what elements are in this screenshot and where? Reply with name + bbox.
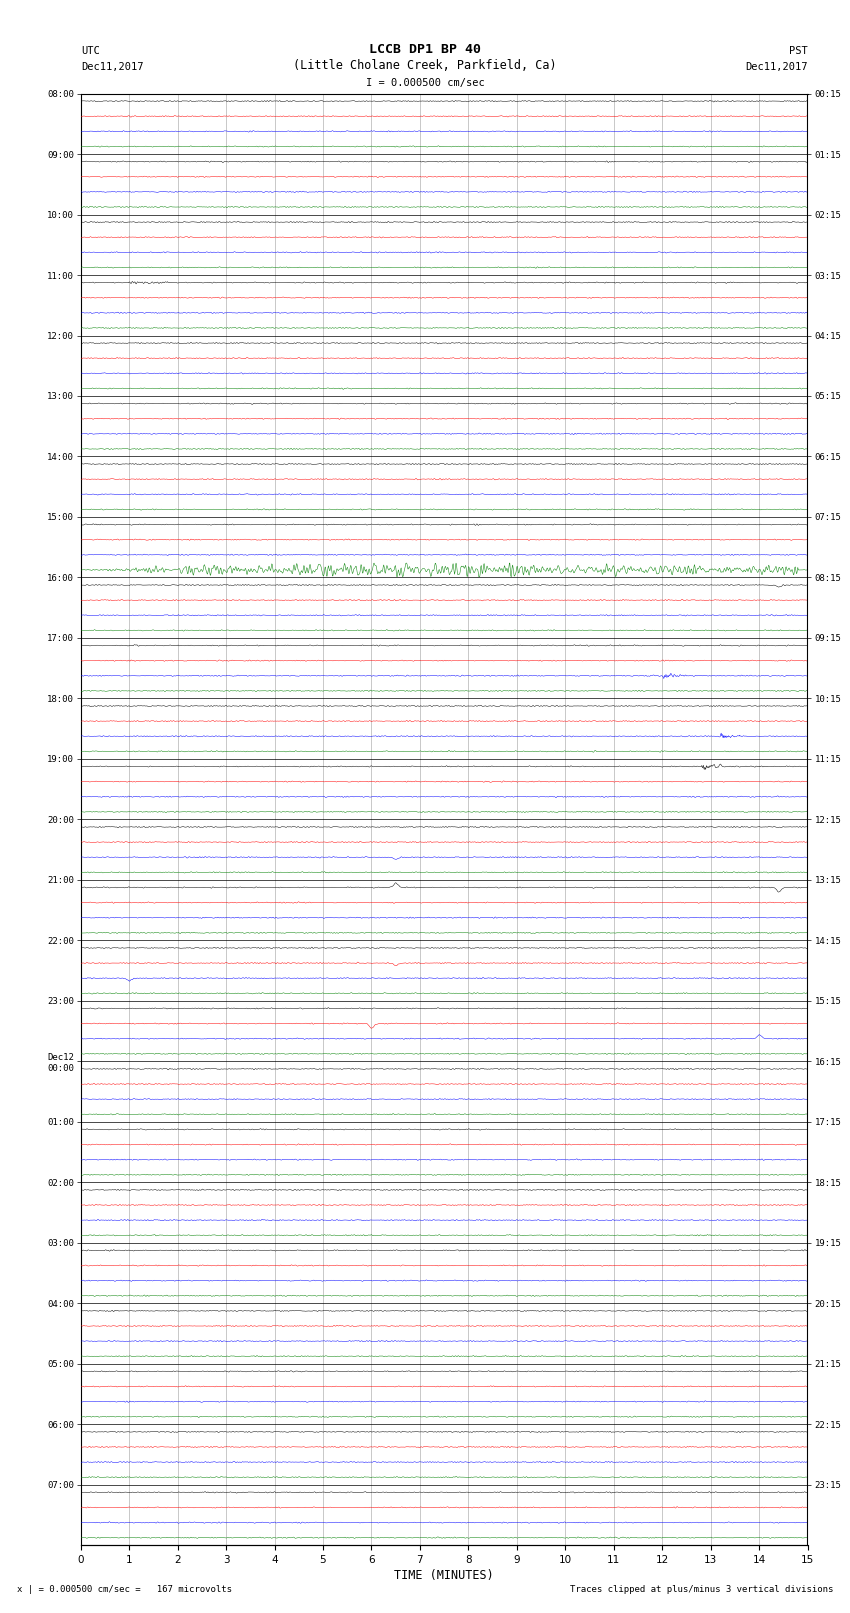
Text: Dec11,2017: Dec11,2017 bbox=[745, 61, 808, 71]
Text: x | = 0.000500 cm/sec =   167 microvolts: x | = 0.000500 cm/sec = 167 microvolts bbox=[17, 1584, 232, 1594]
Text: Traces clipped at plus/minus 3 vertical divisions: Traces clipped at plus/minus 3 vertical … bbox=[570, 1584, 833, 1594]
Text: LCCB DP1 BP 40: LCCB DP1 BP 40 bbox=[369, 42, 481, 56]
Text: (Little Cholane Creek, Parkfield, Ca): (Little Cholane Creek, Parkfield, Ca) bbox=[293, 58, 557, 71]
X-axis label: TIME (MINUTES): TIME (MINUTES) bbox=[394, 1569, 494, 1582]
Text: PST: PST bbox=[789, 45, 808, 56]
Text: Dec11,2017: Dec11,2017 bbox=[81, 61, 144, 71]
Text: I = 0.000500 cm/sec: I = 0.000500 cm/sec bbox=[366, 77, 484, 87]
Text: UTC: UTC bbox=[81, 45, 99, 56]
